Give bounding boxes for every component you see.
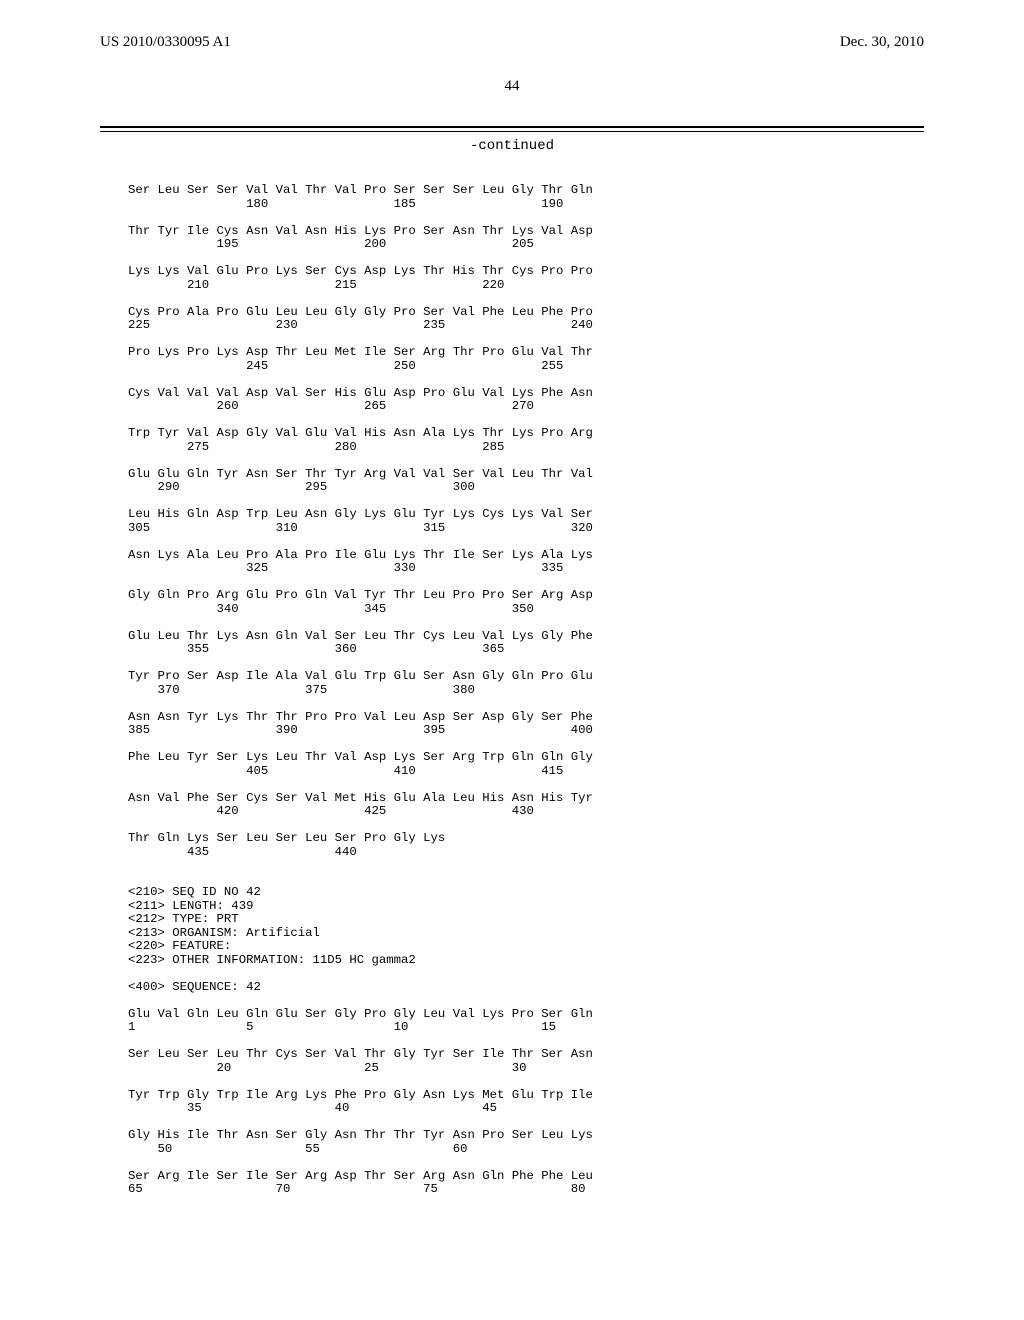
pub-date: Dec. 30, 2010 [840, 34, 924, 51]
divider-thin [100, 131, 924, 132]
sequence-listing: Ser Leu Ser Ser Val Val Thr Val Pro Ser … [128, 184, 593, 1197]
pub-number: US 2010/0330095 A1 [100, 34, 231, 51]
page-number: 44 [0, 78, 1024, 95]
divider-thick [100, 126, 924, 128]
continued-label: -continued [0, 138, 1024, 154]
